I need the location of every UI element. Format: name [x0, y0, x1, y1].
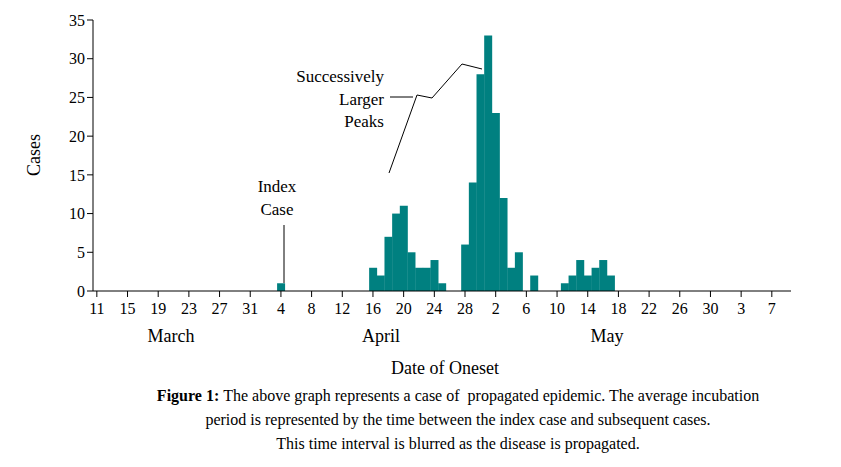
- html-text:Figure 1: The above graph repr: Figure 1: The above graph represents a c…: [156, 387, 760, 404]
- svg-text:19: 19: [150, 300, 166, 317]
- svg-text:7: 7: [768, 300, 776, 317]
- svg-text:15: 15: [120, 300, 136, 317]
- svg-text:23: 23: [181, 300, 197, 317]
- svg-text:Date of Oneset: Date of Oneset: [391, 358, 499, 378]
- svg-text:4: 4: [277, 300, 285, 317]
- svg-text:0: 0: [77, 283, 85, 300]
- html-text:This time interval is blurred: This time interval is blurred as the dis…: [276, 435, 640, 452]
- svg-text:6: 6: [522, 300, 530, 317]
- svg-text:Successively: Successively: [296, 67, 384, 86]
- svg-text:Peaks: Peaks: [344, 112, 384, 131]
- svg-text:27: 27: [212, 300, 228, 317]
- svg-text:2: 2: [492, 300, 500, 317]
- svg-text:5: 5: [77, 244, 85, 261]
- svg-text:18: 18: [610, 300, 626, 317]
- svg-text:25: 25: [69, 89, 85, 106]
- svg-text:Cases: Cases: [24, 134, 44, 176]
- svg-text:16: 16: [365, 300, 381, 317]
- svg-text:8: 8: [308, 300, 316, 317]
- svg-text:35: 35: [69, 12, 85, 29]
- svg-text:14: 14: [580, 300, 596, 317]
- svg-text:3: 3: [737, 300, 745, 317]
- svg-text:March: March: [148, 326, 195, 346]
- svg-text:31: 31: [242, 300, 258, 317]
- svg-text:20: 20: [69, 128, 85, 145]
- svg-text:10: 10: [549, 300, 565, 317]
- svg-text:30: 30: [702, 300, 718, 317]
- svg-text:Larger: Larger: [339, 90, 384, 109]
- svg-text:May: May: [591, 326, 624, 346]
- svg-text:24: 24: [426, 300, 442, 317]
- html-text:period is represented by the t: period is represented by the time betwee…: [205, 411, 711, 428]
- svg-text:12: 12: [334, 300, 350, 317]
- svg-text:30: 30: [69, 50, 85, 67]
- svg-text:20: 20: [396, 300, 412, 317]
- svg-text:11: 11: [89, 300, 104, 317]
- svg-text:Case: Case: [260, 200, 293, 219]
- svg-text:Index: Index: [258, 177, 297, 196]
- svg-text:28: 28: [457, 300, 473, 317]
- svg-text:26: 26: [672, 300, 688, 317]
- svg-text:10: 10: [69, 205, 85, 222]
- svg-text:April: April: [362, 326, 400, 346]
- svg-text:15: 15: [69, 167, 85, 184]
- svg-text:22: 22: [641, 300, 657, 317]
